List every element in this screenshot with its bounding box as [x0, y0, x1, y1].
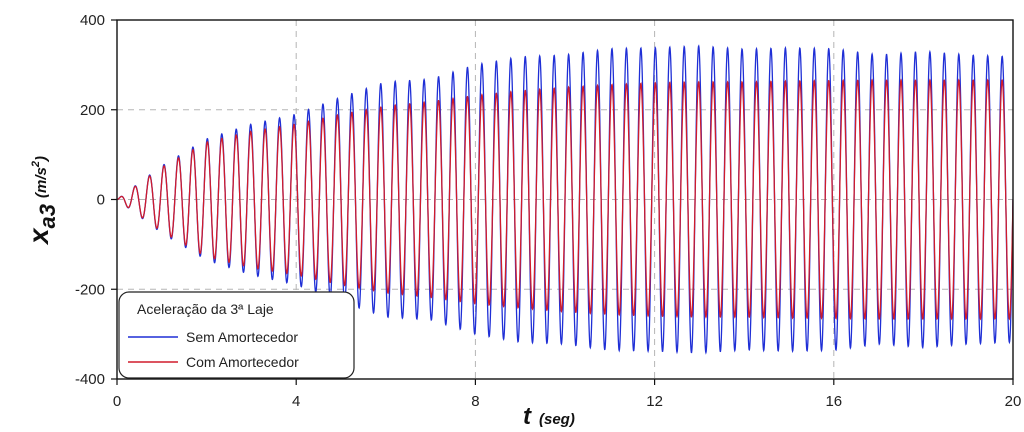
y-label-unit-exp: 2: [30, 161, 42, 168]
y-tick-label: 0: [97, 192, 105, 209]
y-tick-label: -400: [75, 371, 105, 388]
legend-box: [118, 291, 355, 379]
y-label-sub: a3: [35, 204, 60, 228]
legend-title: Aceleração da 3ª Laje: [137, 301, 274, 317]
x-tick-label: 4: [292, 393, 300, 410]
svg-text:t(seg): t (seg): [523, 403, 575, 430]
x-tick-label: 16: [825, 393, 842, 410]
y-label-main: x: [23, 227, 54, 246]
tick-labels: 0 4 8 12 16 20 -400 -200 0 200 400: [75, 12, 1021, 410]
y-tick-label: -200: [75, 281, 105, 298]
x-label-unit: (seg): [539, 411, 575, 428]
y-tick-label: 400: [80, 12, 105, 29]
x-tick-label: 12: [646, 393, 663, 410]
legend-label-sem: Sem Amortecedor: [186, 329, 298, 345]
x-tick-label: 8: [471, 393, 479, 410]
legend-label-com: Com Amortecedor: [186, 354, 299, 370]
x-tick-label: 0: [113, 393, 121, 410]
y-axis-label: xa3 (m/s2): [23, 156, 60, 246]
y-label-unit: (m/s: [33, 167, 50, 198]
axis-ticks: [111, 19, 1014, 385]
x-tick-label: 20: [1005, 393, 1022, 410]
y-label-unit-close: ): [33, 156, 50, 163]
x-label-main: t: [523, 403, 532, 430]
x-axis-label: t (seg): [523, 403, 575, 430]
plot-area: [117, 44, 1013, 355]
legend: Aceleração da 3ª Laje Sem Amortecedor Co…: [118, 291, 355, 379]
y-tick-label: 200: [80, 102, 105, 119]
series-line-com-amortecedor: [117, 78, 1013, 321]
svg-text:xa3(m/s2): xa3 (m/s2): [23, 156, 60, 246]
series-group: [117, 44, 1013, 355]
